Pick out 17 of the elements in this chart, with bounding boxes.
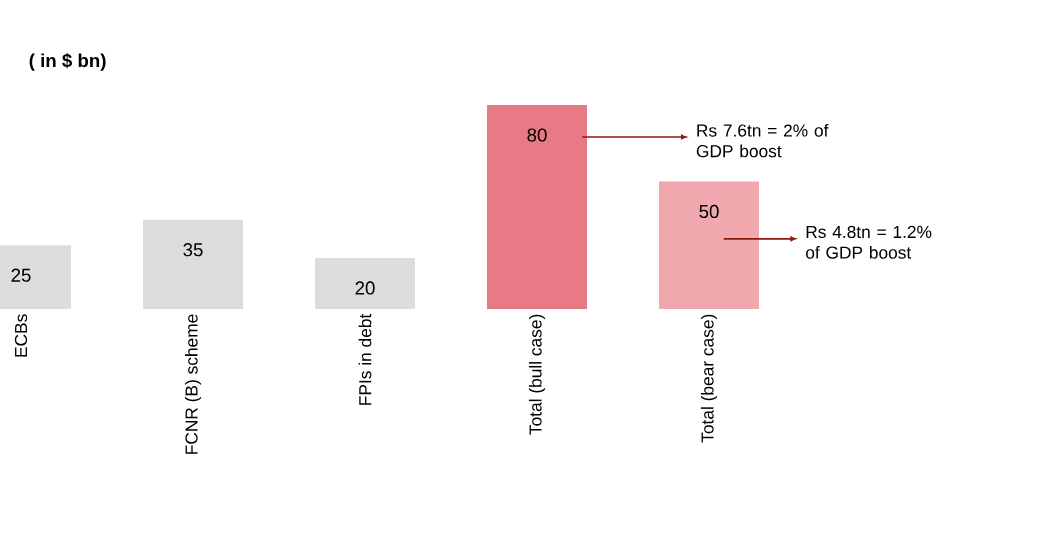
- x-tick-label: Total (bull case): [528, 314, 546, 435]
- data-label: 35: [183, 243, 203, 257]
- bar: [659, 181, 760, 309]
- text: Rs 4.8tn = 1.2% of GDP boost: [806, 225, 932, 259]
- bar: [487, 105, 588, 309]
- x-tick-label: FCNR (B) scheme: [184, 314, 202, 454]
- bar: [143, 219, 244, 309]
- chart-title: ( in $ bn): [29, 53, 106, 71]
- x-tick-label: Total (bear case): [700, 314, 718, 443]
- data-label: 50: [699, 204, 719, 219]
- x-tick-label: FPIs in debt: [358, 313, 372, 405]
- x-tick-label: ECBs: [14, 314, 28, 357]
- data-label: 20: [355, 281, 375, 295]
- data-label: 25: [11, 268, 31, 282]
- bar: [315, 258, 416, 309]
- annotation: Rs 7.6tn = 2% of GDP boost: [696, 123, 829, 158]
- data-label: 80: [527, 128, 547, 142]
